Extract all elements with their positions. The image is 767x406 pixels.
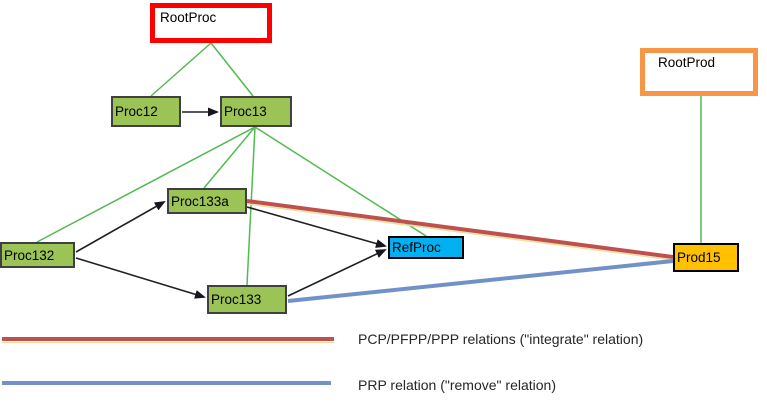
node-proc132[interactable]: Proc132 — [0, 242, 75, 268]
node-rootprod[interactable]: RootProd — [640, 48, 758, 96]
legend-label-remove: PRP relation ("remove" relation) — [358, 377, 556, 393]
edge-proc133a-prod15-underline — [246, 203, 674, 261]
edge-proc13-refproc — [254, 126, 427, 237]
node-refproc[interactable]: RefProc — [388, 236, 464, 259]
edge-rootproc-proc12 — [150, 42, 212, 97]
node-proc13-label: Proc13 — [224, 104, 267, 119]
node-proc133a-label: Proc133a — [171, 193, 229, 209]
node-rootproc[interactable]: RootProc — [150, 3, 272, 43]
edge-rootproc-proc13 — [210, 42, 254, 97]
edge-proc13-proc132 — [36, 126, 256, 243]
edge-proc133a-prod15-integrate — [246, 199, 674, 259]
edge-proc133-refproc-arrow — [287, 249, 387, 297]
node-rootprod-label: RootProd — [658, 55, 716, 70]
node-prod15-label: Prod15 — [677, 250, 721, 265]
node-prod15[interactable]: Prod15 — [673, 243, 739, 272]
node-proc13[interactable]: Proc13 — [220, 96, 292, 127]
node-proc133a[interactable]: Proc133a — [167, 188, 247, 214]
edge-proc133a-refproc-arrow — [246, 206, 387, 248]
node-proc12[interactable]: Proc12 — [111, 96, 181, 127]
edge-proc132-proc133-arrow — [75, 257, 206, 299]
edge-proc13-proc133a — [203, 126, 256, 189]
node-rootproc-label: RootProc — [160, 10, 217, 25]
node-proc133[interactable]: Proc133 — [207, 285, 287, 314]
node-refproc-label: RefProc — [392, 240, 441, 255]
edge-proc132-proc133a-arrow — [75, 201, 166, 253]
node-proc132-label: Proc132 — [4, 247, 55, 263]
node-proc133-label: Proc133 — [211, 292, 262, 307]
legend-label-integrate: PCP/PFPP/PPP relations ("integrate" rela… — [358, 331, 644, 347]
edge-proc133-prod15-remove — [287, 259, 674, 303]
node-proc12-label: Proc12 — [115, 104, 158, 119]
edge-proc13-proc133 — [246, 126, 256, 286]
